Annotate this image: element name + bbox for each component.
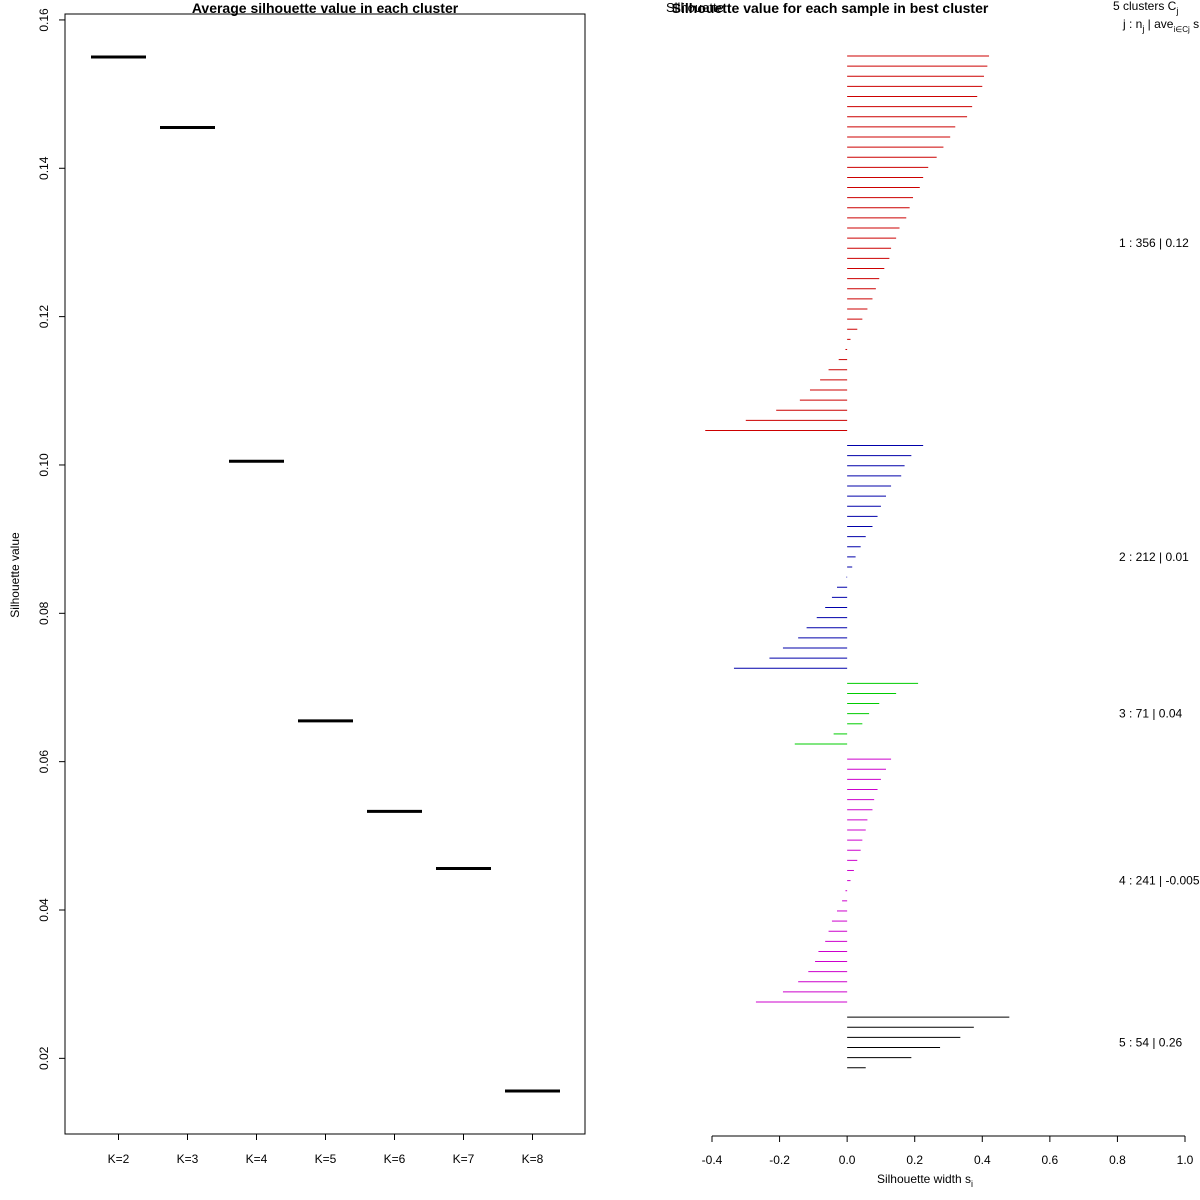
- legend-header-line1-sub: j: [1175, 6, 1178, 16]
- left-x-tick-label: K=7: [453, 1152, 475, 1166]
- legend-header-line2-a: j : n: [1122, 17, 1142, 31]
- left-x-axis: K=2 K=3 K=4 K=5 K=6 K=7 K=8: [108, 1134, 544, 1166]
- right-x-axis: -0.4 -0.2 0.0 0.2 0.4 0.6 0.8 1.0: [702, 1135, 1194, 1167]
- left-x-tick-label: K=3: [177, 1152, 199, 1166]
- left-y-tick-label: 0.14: [37, 156, 51, 180]
- right-x-tick-label: -0.2: [769, 1153, 790, 1167]
- legend-header-line2-sub2: i∈Cj: [1173, 25, 1190, 34]
- right-x-axis-label: Silhouette width si: [877, 1172, 973, 1189]
- cluster-label: 4 : 241 | -0.005: [1119, 874, 1200, 888]
- left-x-tick-label: K=5: [315, 1152, 337, 1166]
- left-y-tick-label: 0.08: [37, 601, 51, 625]
- left-y-tick-label: 0.16: [37, 8, 51, 32]
- left-x-tick-label: K=4: [246, 1152, 268, 1166]
- right-x-tick-label: 0.0: [839, 1153, 856, 1167]
- right-chart-title-overlap: Silhouette: [666, 0, 724, 15]
- right-bars: [705, 55, 1010, 1069]
- right-x-tick-label: 0.4: [974, 1153, 991, 1167]
- legend-header-line2-c: s: [1190, 17, 1199, 31]
- right-chart: Silhouette value for each sample in best…: [666, 0, 1200, 1189]
- left-plot-frame: [64, 13, 586, 1135]
- left-chart-title: Average silhouette value in each cluster: [192, 0, 459, 16]
- right-x-tick-label: -0.4: [702, 1153, 723, 1167]
- left-y-tick-label: 0.10: [37, 453, 51, 477]
- cluster-label: 3 : 71 | 0.04: [1119, 707, 1182, 721]
- left-x-tick-label: K=6: [384, 1152, 406, 1166]
- cluster-label: 5 : 54 | 0.26: [1119, 1035, 1182, 1049]
- right-chart-title: Silhouette value for each sample in best…: [672, 0, 989, 16]
- cluster-label: 1 : 356 | 0.12: [1119, 236, 1189, 250]
- legend-header-line2-b: | ave: [1144, 17, 1173, 31]
- left-marks: [91, 55, 560, 1093]
- right-x-axis-label-text: Silhouette width s: [877, 1172, 971, 1186]
- left-y-tick-label: 0.06: [37, 750, 51, 774]
- cluster-labels: 1 : 356 | 0.12 2 : 212 | 0.01 3 : 71 | 0.0…: [1119, 236, 1200, 1049]
- right-x-tick-label: 0.2: [906, 1153, 923, 1167]
- left-chart: Average silhouette value in each cluster…: [8, 0, 586, 1166]
- cluster-label: 2 : 212 | 0.01: [1119, 550, 1189, 564]
- right-x-tick-label: 1.0: [1177, 1153, 1194, 1167]
- legend-header-line1: 5 clusters Cj: [1113, 0, 1178, 16]
- left-x-tick-label: K=8: [522, 1152, 544, 1166]
- legend-header-line1-text: 5 clusters C: [1113, 0, 1177, 13]
- left-y-axis-label: Silhouette value: [8, 532, 22, 618]
- left-x-tick-label: K=2: [108, 1152, 130, 1166]
- left-y-axis: 0.02 0.04 0.06 0.08 0.10 0.12 0.14 0.16: [37, 8, 65, 1070]
- right-x-tick-label: 0.6: [1042, 1153, 1059, 1167]
- legend-header-line2-sub1: j: [1141, 24, 1144, 34]
- left-y-tick-label: 0.02: [37, 1046, 51, 1070]
- left-y-tick-label: 0.12: [37, 305, 51, 329]
- legend-header-line2: j : nj | avei∈Cj s: [1122, 17, 1199, 34]
- left-y-tick-label: 0.04: [37, 898, 51, 922]
- right-x-axis-label-sub: i: [971, 1179, 973, 1189]
- right-x-tick-label: 0.8: [1109, 1153, 1126, 1167]
